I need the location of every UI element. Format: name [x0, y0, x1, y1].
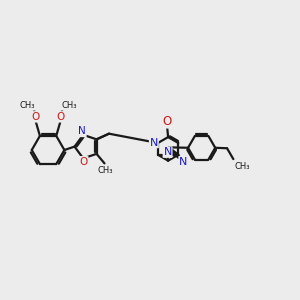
Text: CH₃: CH₃ — [20, 101, 35, 110]
Text: CH₃: CH₃ — [235, 162, 250, 171]
Text: N: N — [164, 147, 172, 157]
Text: O: O — [32, 112, 40, 122]
Text: N: N — [150, 137, 158, 148]
Text: CH₃: CH₃ — [61, 101, 77, 110]
Text: O: O — [56, 112, 64, 122]
Text: O: O — [162, 115, 172, 128]
Text: CH₃: CH₃ — [98, 166, 113, 175]
Text: N: N — [78, 126, 86, 136]
Text: N: N — [179, 157, 188, 167]
Text: O: O — [80, 157, 88, 167]
